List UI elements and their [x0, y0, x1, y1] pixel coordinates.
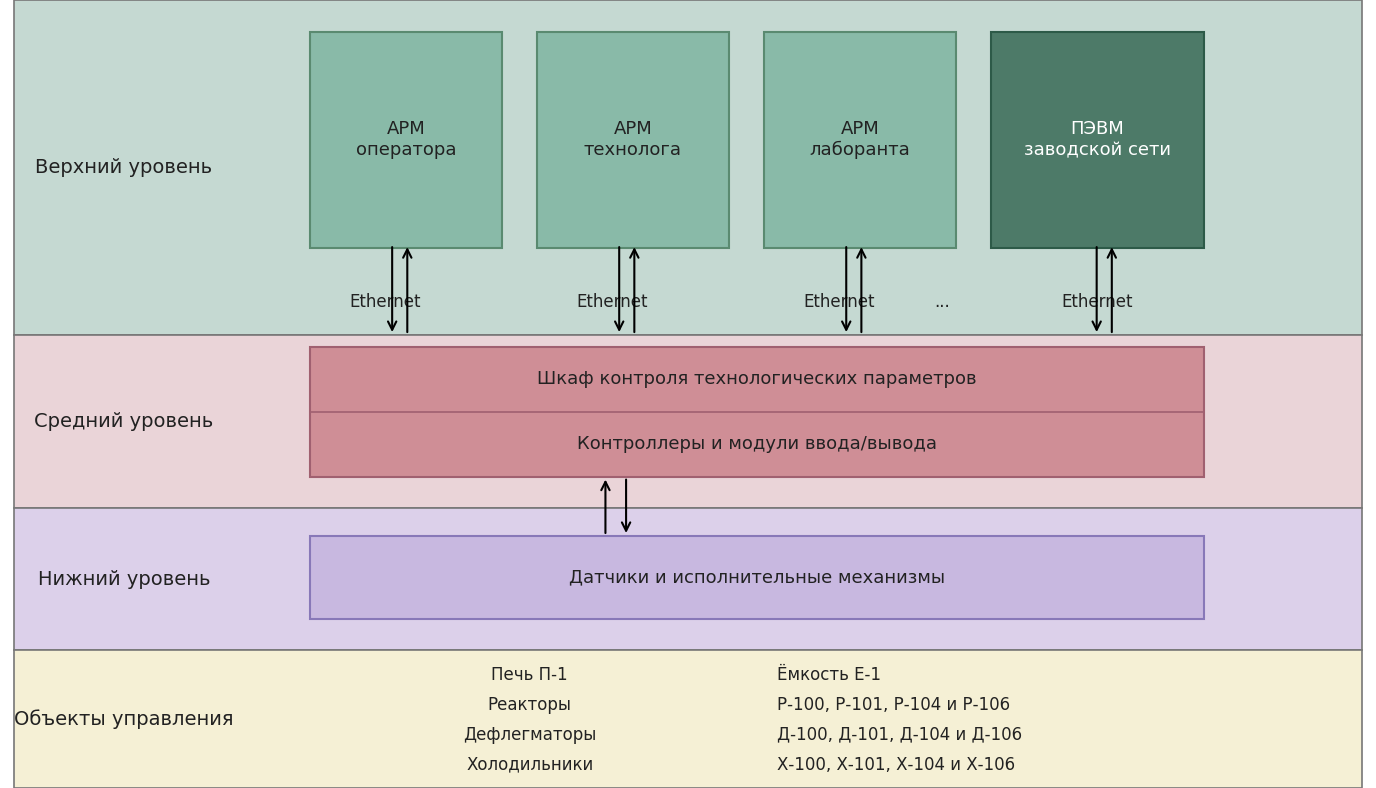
- FancyBboxPatch shape: [537, 32, 729, 248]
- Text: ПЭВМ
заводской сети: ПЭВМ заводской сети: [1024, 121, 1171, 159]
- Text: Объекты управления: Объекты управления: [14, 709, 234, 729]
- Text: Датчики и исполнительные механизмы: Датчики и исполнительные механизмы: [568, 568, 945, 586]
- Text: АРМ
оператора: АРМ оператора: [355, 121, 457, 159]
- Text: Холодильники: Холодильники: [466, 756, 593, 774]
- Text: Ethernet: Ethernet: [577, 293, 648, 310]
- Bar: [14, 508, 1362, 650]
- Text: Х-100, Х-101, Х-104 и Х-106: Х-100, Х-101, Х-104 и Х-106: [777, 756, 1015, 774]
- Text: Ethernet: Ethernet: [1061, 293, 1132, 310]
- Bar: [14, 650, 1362, 788]
- Text: Реакторы: Реакторы: [487, 696, 572, 714]
- Text: Ethernet: Ethernet: [804, 293, 875, 310]
- Text: Нижний уровень: Нижний уровень: [37, 570, 211, 589]
- Text: Р-100, Р-101, Р-104 и Р-106: Р-100, Р-101, Р-104 и Р-106: [777, 696, 1010, 714]
- Text: ...: ...: [934, 293, 951, 310]
- FancyBboxPatch shape: [310, 347, 1204, 477]
- FancyBboxPatch shape: [310, 536, 1204, 619]
- Text: Ethernet: Ethernet: [350, 293, 421, 310]
- Bar: [14, 335, 1362, 508]
- Bar: [14, 0, 1362, 335]
- Text: Печь П-1: Печь П-1: [491, 666, 568, 684]
- Text: АРМ
лаборанта: АРМ лаборанта: [809, 121, 911, 159]
- Text: Шкаф контроля технологических параметров: Шкаф контроля технологических параметров: [537, 370, 977, 388]
- Text: Дефлегматоры: Дефлегматоры: [464, 726, 596, 744]
- Text: Средний уровень: Средний уровень: [34, 412, 213, 431]
- Text: Верхний уровень: Верхний уровень: [36, 158, 212, 177]
- FancyBboxPatch shape: [764, 32, 956, 248]
- Text: Ёмкость Е-1: Ёмкость Е-1: [777, 666, 882, 684]
- Text: Контроллеры и модули ввода/вывода: Контроллеры и модули ввода/вывода: [577, 435, 937, 453]
- FancyBboxPatch shape: [991, 32, 1204, 248]
- Text: Д-100, Д-101, Д-104 и Д-106: Д-100, Д-101, Д-104 и Д-106: [777, 726, 1022, 744]
- Text: АРМ
технолога: АРМ технолога: [583, 121, 682, 159]
- FancyBboxPatch shape: [310, 32, 502, 248]
